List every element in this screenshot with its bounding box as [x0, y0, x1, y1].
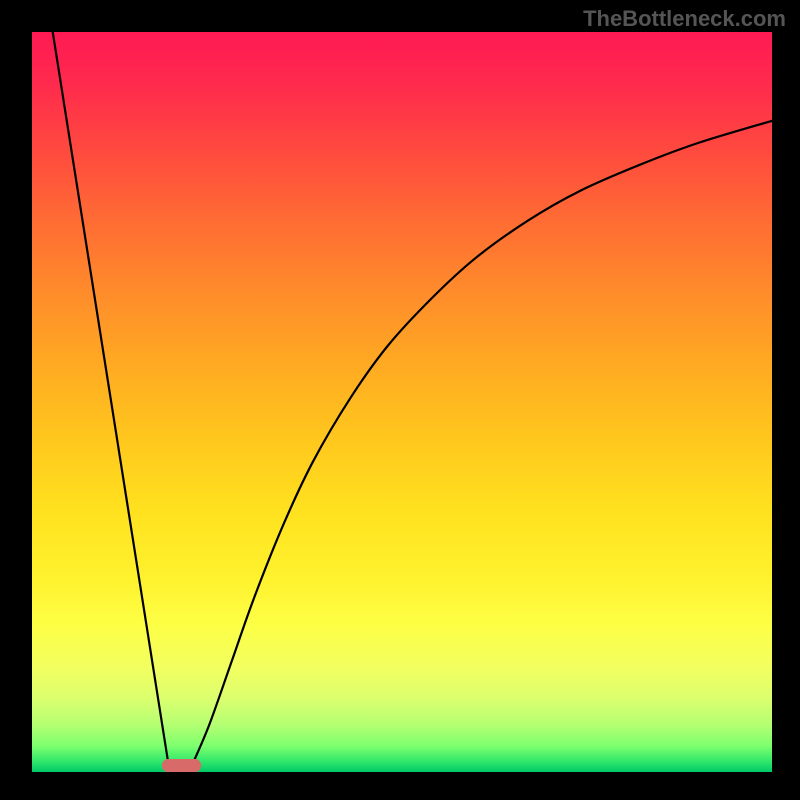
- plot-area: [32, 32, 772, 772]
- watermark-text: TheBottleneck.com: [583, 6, 786, 32]
- chart-container: TheBottleneck.com: [0, 0, 800, 800]
- bottleneck-curve: [32, 32, 772, 772]
- optimal-point-marker: [162, 759, 200, 772]
